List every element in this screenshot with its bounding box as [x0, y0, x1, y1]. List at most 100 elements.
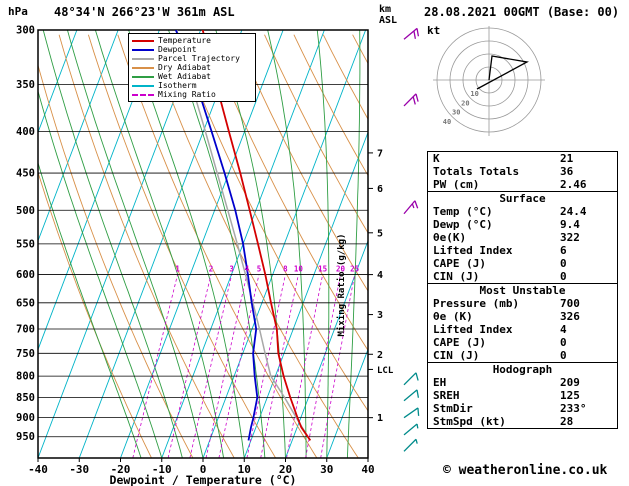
row-label: Dewp (°C) — [433, 218, 493, 231]
row-label: CIN (J) — [433, 349, 480, 362]
row-value: 21 — [560, 152, 574, 165]
row-value: 0 — [560, 349, 567, 362]
row-label: Pressure (mb) — [433, 297, 520, 310]
row-value: 24.4 — [560, 205, 587, 218]
table-row: CIN (J) 0 — [428, 349, 617, 362]
row-label: StmSpd (kt) — [433, 415, 506, 428]
legend-line-sample — [132, 84, 154, 87]
svg-text:3: 3 — [377, 310, 383, 321]
row-value: 0 — [560, 257, 567, 270]
row-value: 2.46 — [560, 178, 587, 191]
chart-legend: Temperature Dewpoint Parcel Trajectory Dry … — [128, 33, 256, 102]
table-row: K 21 — [428, 152, 617, 165]
row-label: CAPE (J) — [433, 257, 486, 270]
table-row: Dewp (°C) 9.4 — [428, 218, 617, 231]
x-axis-title: Dewpoint / Temperature (°C) — [110, 473, 297, 486]
svg-text:300: 300 — [16, 25, 35, 37]
mixing-ratio-lines — [132, 274, 356, 458]
table-row: StmDir 233° — [428, 402, 617, 415]
row-label: PW (cm) — [433, 178, 480, 191]
legend-item: Parcel Trajectory — [132, 54, 252, 63]
mixing-ratio-axis-title: Mixing Ratio (g/kg) — [336, 234, 347, 337]
legend-label: Isotherm — [158, 81, 197, 90]
table-row: Lifted Index 4 — [428, 323, 617, 336]
legend-item: Wet Adiabat — [132, 72, 252, 81]
km-tick-labels: 1 2 3 4 5 6 7 LCL — [368, 148, 394, 424]
legend-item: Mixing Ratio — [132, 90, 252, 99]
svg-text:550: 550 — [16, 238, 35, 250]
table-row: EH 209 — [428, 376, 617, 389]
legend-label: Temperature — [158, 36, 211, 45]
svg-text:15: 15 — [318, 265, 327, 274]
hodograph-ring — [436, 27, 542, 133]
table-row: StmSpd (kt) 28 — [428, 415, 617, 428]
legend-line-sample — [132, 39, 154, 42]
legend-line-sample — [132, 75, 154, 78]
svg-text:850: 850 — [16, 392, 35, 404]
svg-text:750: 750 — [16, 348, 35, 360]
svg-text:-10: -10 — [152, 463, 172, 476]
row-label: StmDir — [433, 402, 473, 415]
table-row: Totals Totals 36 — [428, 165, 617, 178]
pressure-unit-label: hPa — [8, 5, 28, 18]
row-value: 125 — [560, 389, 580, 402]
svg-text:4: 4 — [245, 265, 250, 274]
table-section: Most Unstable Pressure (mb) 700 θe (K) 326 Li… — [428, 283, 617, 362]
svg-text:8: 8 — [283, 265, 288, 274]
svg-text:2: 2 — [209, 265, 214, 274]
table-row: Temp (°C) 24.4 — [428, 205, 617, 218]
svg-text:450: 450 — [16, 168, 35, 180]
svg-text:1: 1 — [175, 265, 180, 274]
legend-label: Dry Adiabat — [158, 63, 211, 72]
svg-text:4: 4 — [377, 270, 383, 281]
table-row: θe(K) 322 — [428, 231, 617, 244]
row-value: 233° — [560, 402, 587, 415]
wind-barbs — [403, 27, 420, 452]
table-section: Hodograph EH 209 SREH 125 StmDir 233° StmSpd (k… — [428, 362, 617, 428]
wet-adiabat-lines — [38, 30, 361, 458]
legend-item: Temperature — [132, 36, 252, 45]
table-row: Pressure (mb) 700 — [428, 297, 617, 310]
svg-text:600: 600 — [16, 269, 35, 281]
pressure-tick-labels: 300 350 400 450 500 550 600 650 700 750 800 850 900 9… — [16, 25, 35, 444]
hodograph-ring — [449, 40, 529, 120]
row-label: EH — [433, 376, 447, 389]
svg-text:30: 30 — [320, 463, 333, 476]
row-value: 4 — [560, 323, 567, 336]
svg-text:950: 950 — [16, 431, 35, 443]
temperature-line — [201, 30, 312, 441]
row-label: Temp (°C) — [433, 205, 493, 218]
row-value: 28 — [560, 415, 574, 428]
copyright: © weatheronline.co.uk — [443, 463, 608, 478]
svg-text:900: 900 — [16, 412, 35, 424]
row-value: 322 — [560, 231, 580, 244]
row-value: 209 — [560, 376, 580, 389]
hodograph-ring — [475, 66, 503, 94]
datetime-label: 28.08.2021 00GMT (Base: 00) — [424, 5, 620, 19]
svg-text:0: 0 — [200, 463, 207, 476]
row-label: CIN (J) — [433, 270, 480, 283]
svg-text:3: 3 — [229, 265, 234, 274]
mixing-ratio-labels: 1 2 3 4 5 8 10 15 20 25 — [175, 265, 359, 274]
row-value: 0 — [560, 270, 567, 283]
svg-text:650: 650 — [16, 297, 35, 309]
svg-text:7: 7 — [377, 148, 383, 159]
dry-adiabat-lines — [38, 34, 368, 458]
row-label: Lifted Index — [433, 244, 513, 257]
row-label: θe(K) — [433, 231, 467, 244]
row-label: Totals Totals — [433, 165, 520, 178]
row-value: 700 — [560, 297, 580, 310]
row-label: K — [433, 152, 440, 165]
svg-text:10: 10 — [294, 265, 304, 274]
hodograph-ring-label: 10 — [470, 90, 478, 98]
row-value: 0 — [560, 336, 567, 349]
legend-line-sample — [132, 93, 154, 96]
legend-line-sample — [132, 57, 154, 60]
row-value: 326 — [560, 310, 580, 323]
km-label: km — [379, 4, 392, 15]
svg-text:1: 1 — [377, 413, 383, 424]
table-section-header: Hodograph — [492, 363, 553, 376]
svg-text:400: 400 — [16, 126, 35, 138]
